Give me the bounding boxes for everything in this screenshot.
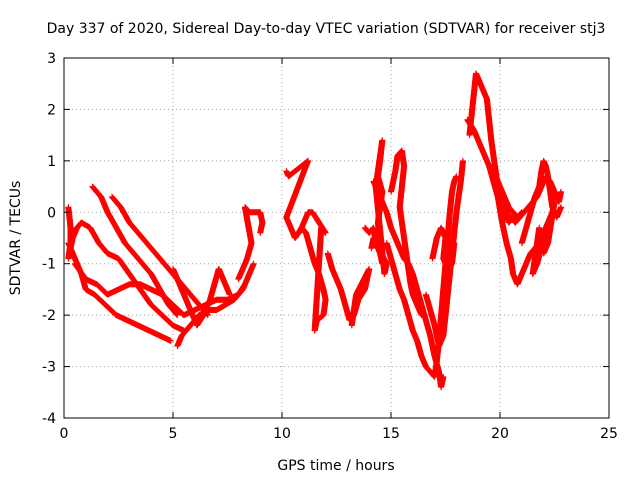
- data-point: [296, 229, 303, 236]
- data-point: [250, 260, 257, 267]
- data-point: [257, 229, 264, 236]
- data-point: [167, 337, 174, 344]
- data-series-track-8: [235, 204, 266, 283]
- data-series-track-10: [324, 250, 373, 329]
- data-point: [174, 312, 181, 319]
- chart-title: Day 337 of 2020, Sidereal Day-to-day VTE…: [47, 21, 606, 37]
- data-series-track-3: [89, 183, 181, 319]
- data-series-track-9: [283, 157, 329, 334]
- data-point: [226, 291, 233, 298]
- data-layer: [65, 70, 565, 391]
- data-series-track-6: [174, 260, 257, 349]
- data-series-track-7: [170, 265, 233, 329]
- grid: [64, 58, 609, 418]
